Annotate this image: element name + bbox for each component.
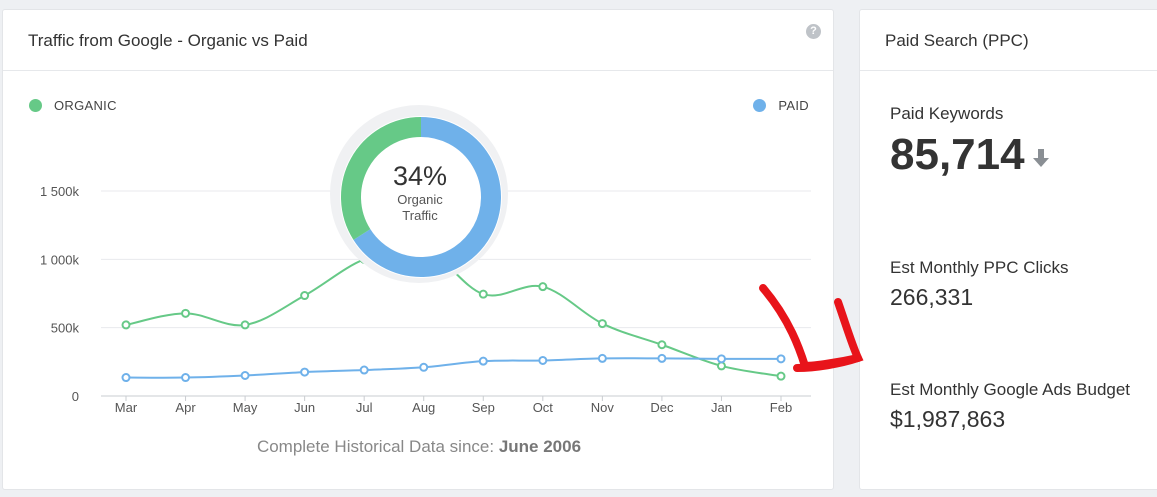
point-paid-dec — [657, 353, 667, 363]
point-organic-feb — [776, 371, 786, 381]
series-line-paid — [125, 357, 782, 379]
x-tick-label-jan: Jan — [711, 400, 732, 415]
help-icon[interactable]: ? — [806, 24, 821, 39]
x-tick-label-apr: Apr — [175, 400, 196, 415]
ppc-clicks-metric[interactable]: Est Monthly PPC Clicks 266,331 — [890, 258, 1069, 311]
x-tick-label-jul: Jul — [356, 400, 373, 415]
x-tick-label-dec: Dec — [650, 400, 674, 415]
point-organic-mar — [121, 320, 131, 330]
x-tick-label-may: May — [233, 400, 258, 415]
x-tick-label-feb: Feb — [770, 400, 792, 415]
point-paid-mar — [121, 373, 131, 383]
donut-background — [340, 116, 502, 278]
point-organic-sep — [478, 289, 488, 299]
y-tick-label-3: 1 500k — [40, 184, 80, 199]
point-paid-nov — [597, 353, 607, 363]
x-tick-label-aug: Aug — [412, 400, 435, 415]
point-organic-apr — [181, 308, 191, 318]
legend-organic[interactable]: ORGANIC — [29, 98, 117, 113]
ppc-clicks-value: 266,331 — [890, 284, 974, 310]
arrow-down-icon — [1031, 145, 1051, 176]
traffic-card-title: Traffic from Google - Organic vs Paid — [3, 10, 833, 71]
legend-paid-label: PAID — [778, 98, 809, 113]
historical-note-prefix: Complete Historical Data since: — [256, 437, 495, 456]
point-organic-nov — [597, 319, 607, 329]
point-paid-may — [240, 371, 250, 380]
paid-keywords-value: 85,714 — [890, 130, 1025, 179]
legend-paid-dot — [753, 99, 767, 112]
y-tick-label-1: 500k — [51, 321, 80, 336]
traffic-card: Traffic from Google - Organic vs Paid ? … — [2, 9, 834, 490]
x-tick-label-nov: Nov — [591, 400, 615, 415]
ads-budget-metric[interactable]: Est Monthly Google Ads Budget $1,987,863 — [890, 380, 1130, 433]
donut-slice-paid — [353, 117, 501, 277]
x-tick-label-jun: Jun — [294, 400, 315, 415]
ads-budget-value: $1,987,863 — [890, 406, 1006, 432]
organic-share-donut — [340, 116, 502, 278]
donut-slice-organic — [341, 117, 422, 240]
x-tick-label-mar: Mar — [115, 400, 138, 415]
ppc-card-title: Paid Search (PPC) — [860, 10, 1157, 71]
point-organic-oct — [538, 282, 548, 292]
legend-organic-label: ORGANIC — [54, 98, 117, 113]
x-tick-label-sep: Sep — [472, 400, 495, 415]
point-organic-jun — [300, 291, 310, 301]
paid-keywords-metric[interactable]: Paid Keywords 85,714 — [890, 104, 1051, 180]
point-paid-jan — [716, 354, 726, 364]
point-organic-may — [240, 320, 250, 330]
y-tick-label-0: 0 — [72, 389, 79, 404]
point-paid-sep — [478, 356, 488, 366]
paid-keywords-label: Paid Keywords — [890, 104, 1004, 123]
ppc-card: Paid Search (PPC) Paid Keywords 85,714 E… — [859, 9, 1157, 490]
historical-note: Complete Historical Data since: June 200… — [3, 437, 835, 457]
point-paid-jun — [300, 367, 310, 377]
historical-note-date[interactable]: June 2006 — [498, 437, 582, 456]
point-paid-aug — [419, 362, 429, 372]
ppc-clicks-label: Est Monthly PPC Clicks — [890, 258, 1069, 277]
y-tick-label-2: 1 000k — [40, 252, 80, 267]
point-organic-dec — [657, 340, 667, 350]
x-tick-label-oct: Oct — [533, 400, 554, 415]
point-paid-jul — [359, 365, 369, 375]
legend-organic-dot — [29, 99, 42, 112]
point-paid-oct — [538, 355, 548, 365]
ads-budget-label: Est Monthly Google Ads Budget — [890, 380, 1131, 399]
point-paid-apr — [181, 373, 191, 383]
legend-paid[interactable]: PAID — [753, 98, 809, 113]
